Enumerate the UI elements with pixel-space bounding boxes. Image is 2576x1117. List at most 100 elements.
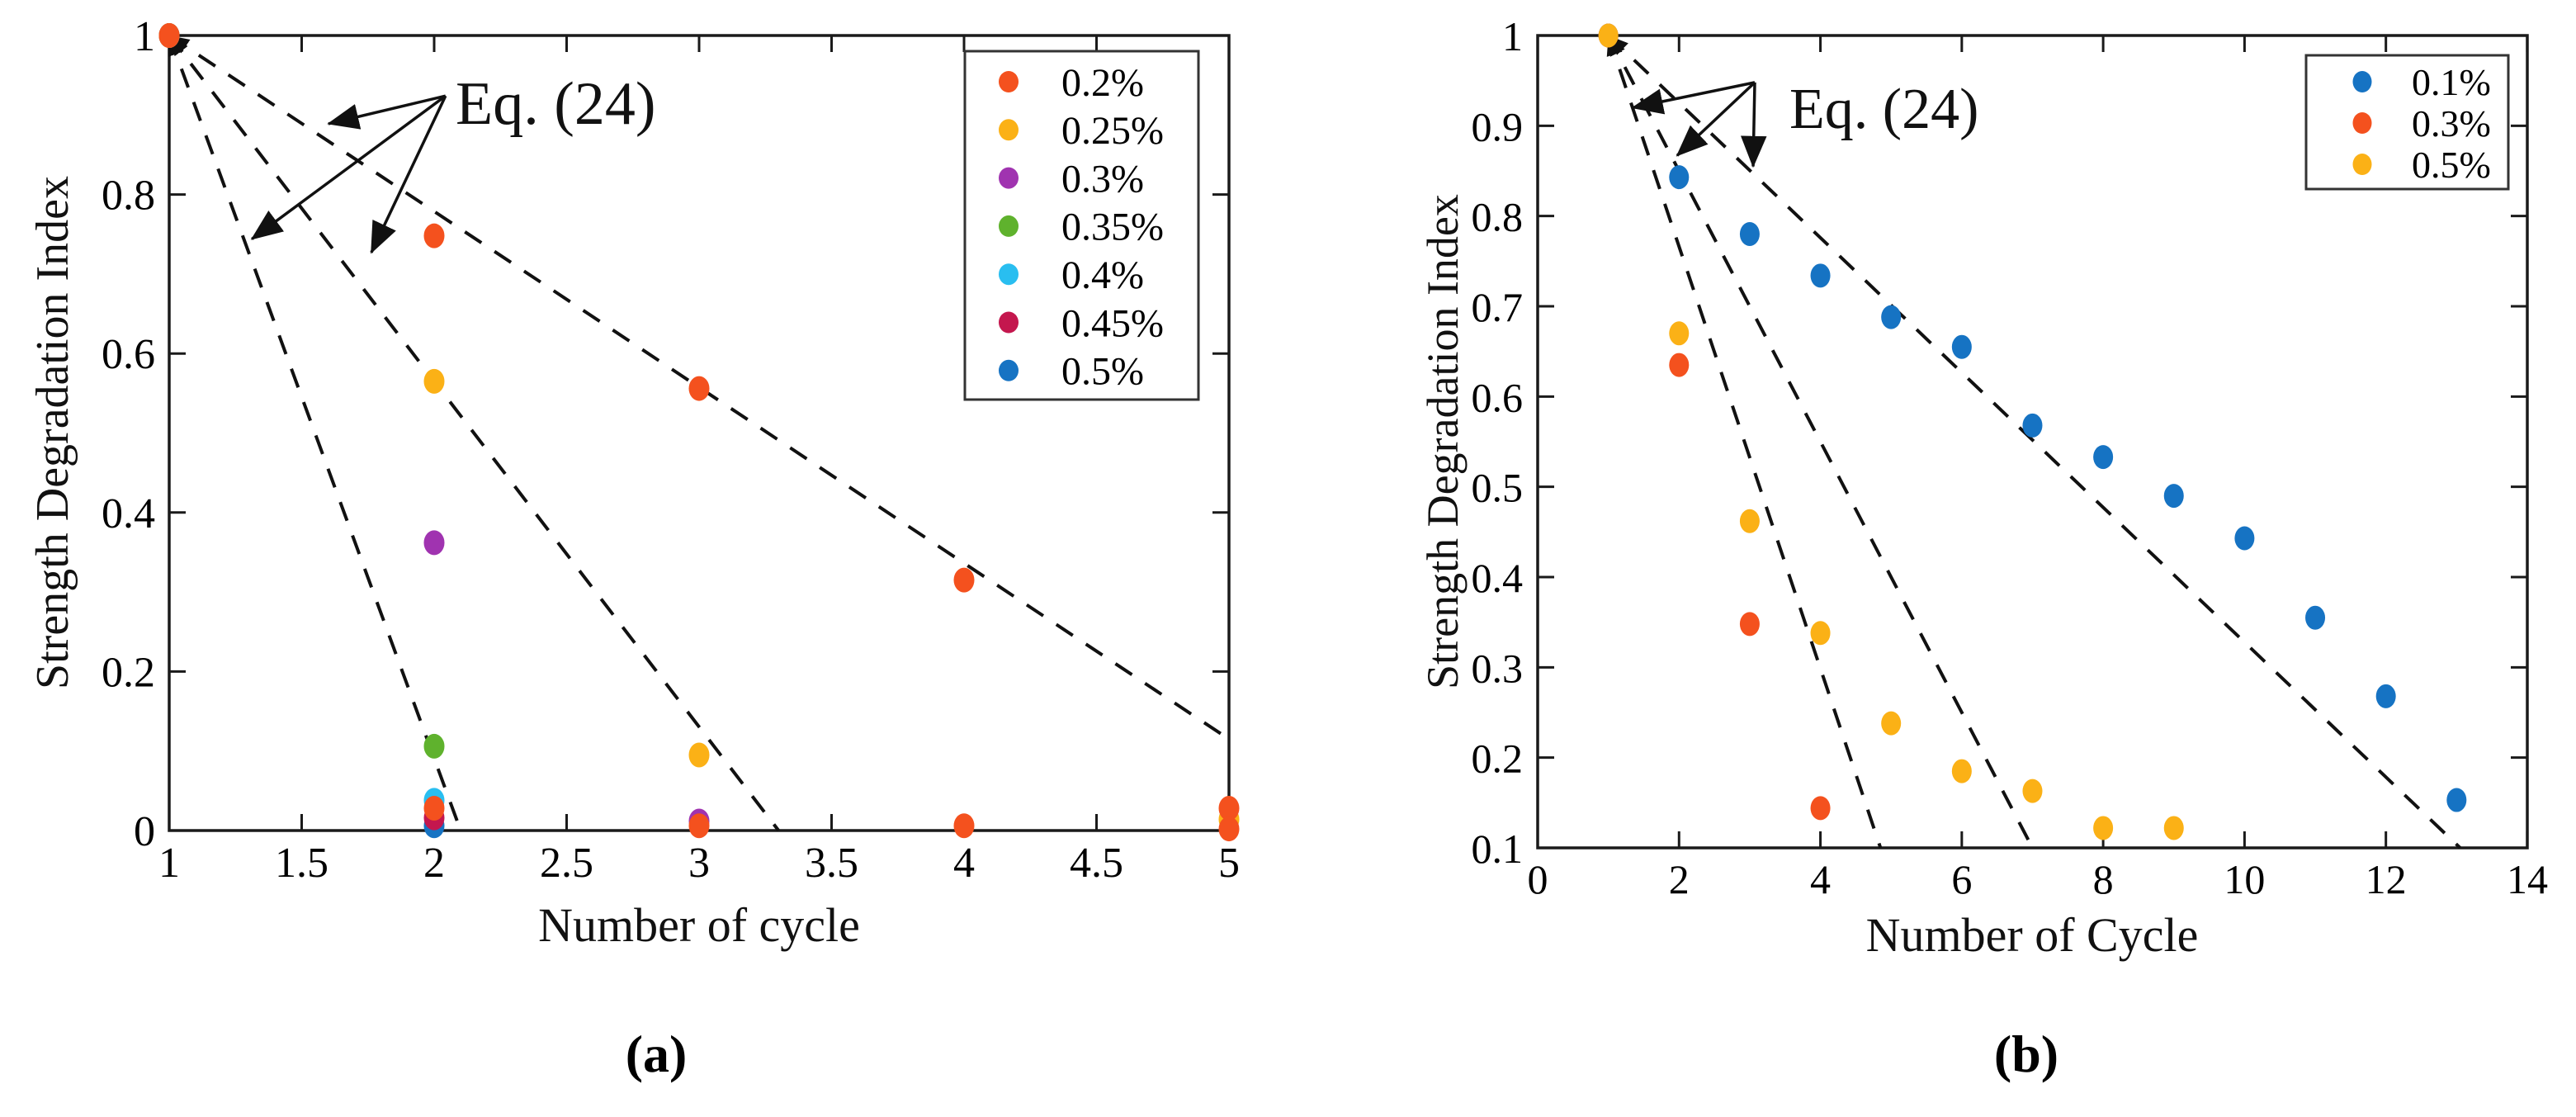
data-point [1951, 334, 1972, 359]
x-tick-label: 1.5 [275, 840, 328, 887]
x-tick-label: 2 [1669, 856, 1690, 902]
plot-a-yaxis-label: Strength Degradation Index [27, 176, 78, 689]
data-point-terminal [953, 813, 975, 839]
y-tick-label: 0.8 [102, 173, 155, 220]
fit-line-dashed [1607, 34, 2461, 850]
data-point-terminal [1218, 816, 1240, 842]
data-point [1669, 353, 1690, 377]
data-point [688, 376, 710, 401]
data-point-terminal [423, 796, 445, 821]
fit-line-dashed [1606, 35, 2035, 849]
plot-b-caption: (b) [1994, 1025, 2058, 1083]
legend-swatch [2352, 154, 2372, 175]
data-point-terminal [688, 813, 710, 839]
y-tick-label: 0.6 [1472, 374, 1524, 420]
x-tick-label: 6 [1951, 856, 1972, 902]
data-point [1669, 165, 1690, 190]
x-tick-label: 2 [423, 840, 445, 887]
annotation-arrow [1740, 82, 1767, 168]
plot-a-xaxis-label: Number of cycle [538, 898, 860, 952]
y-tick-label: 0.9 [1472, 103, 1524, 149]
data-point [953, 567, 975, 593]
data-point [423, 733, 445, 759]
legend-box [2304, 54, 2510, 191]
y-tick-label: 1 [134, 13, 155, 60]
data-point [2093, 445, 2114, 470]
annotation-arrow [370, 95, 447, 254]
plot-b-xaxis-label: Number of Cycle [1866, 908, 2199, 962]
x-tick-label: 10 [2224, 856, 2265, 902]
data-point [1598, 23, 1619, 48]
data-point [1810, 621, 1831, 646]
y-tick-label: 0.4 [1472, 555, 1524, 601]
plot-a-annotation: Eq. (24) [456, 70, 656, 138]
y-tick-label: 0.3 [1472, 645, 1524, 691]
x-tick-label: 3 [688, 840, 710, 887]
legend-label: 0.35% [1061, 206, 1164, 249]
data-point [1881, 305, 1902, 329]
y-tick-label: 0.5 [1472, 465, 1524, 511]
y-tick-label: 0.6 [102, 331, 155, 378]
data-point [2305, 605, 2326, 630]
plot-a: 1 1.5 2 2.5 3 3.5 4 4.5 5 0 0.2 0.4 0.6 0.8 1 0.2%0.25%… [102, 13, 1240, 887]
legend-swatch [999, 311, 1019, 334]
annotation-arrow [250, 94, 447, 240]
fit-line-dashed [1606, 35, 1883, 849]
legend-label: 0.1% [2412, 61, 2491, 103]
y-tick-label: 0 [134, 808, 155, 855]
data-point [2022, 413, 2043, 438]
plot-a-caption: (a) [626, 1025, 688, 1083]
legend-label: 0.45% [1061, 301, 1164, 345]
legend-swatch [999, 215, 1019, 237]
plot-b-annotation: Eq. (24) [1789, 78, 1978, 141]
legend-label: 0.5% [2412, 144, 2491, 186]
y-tick-label: 0.2 [1472, 736, 1524, 782]
x-tick-label: 2.5 [540, 840, 593, 887]
x-tick-label: 4 [1810, 856, 1831, 902]
legend-swatch [2352, 112, 2372, 134]
legend-label: 0.2% [1061, 61, 1144, 105]
data-point [1739, 612, 1760, 637]
legend-label: 0.3% [1061, 157, 1144, 201]
legend-label: 0.3% [2412, 102, 2491, 144]
data-point [1739, 509, 1760, 533]
legend-label: 0.5% [1061, 350, 1144, 394]
data-point [688, 742, 710, 768]
legend-label: 0.4% [1061, 253, 1144, 297]
data-point [158, 23, 180, 48]
data-point [2022, 779, 2043, 803]
data-point [2375, 684, 2396, 708]
legend-swatch [999, 359, 1019, 381]
y-tick-label: 0.4 [102, 490, 155, 537]
data-point [1218, 796, 1240, 821]
x-tick-label: 0 [1528, 856, 1548, 902]
data-point [2446, 788, 2467, 812]
legend-swatch [999, 263, 1019, 286]
legend-swatch [2352, 71, 2372, 92]
data-point [1669, 321, 1690, 346]
data-point [1810, 263, 1831, 288]
fit-line-dashed [168, 34, 780, 832]
data-point [423, 223, 445, 248]
annotation-arrow [327, 94, 447, 130]
legend-swatch [999, 167, 1019, 189]
y-tick-label: 0.7 [1472, 284, 1524, 330]
legend-swatch [999, 119, 1019, 141]
data-point [1739, 222, 1760, 247]
x-tick-label: 4.5 [1070, 840, 1123, 887]
data-point [423, 530, 445, 556]
data-point [423, 368, 445, 394]
x-tick-label: 3.5 [805, 840, 858, 887]
x-tick-label: 5 [1218, 840, 1240, 887]
annotation-arrow [1676, 81, 1756, 157]
data-point [2163, 484, 2184, 509]
plot-border [1536, 34, 2529, 850]
plot-b-yaxis-label: Strength Degradation Index [1418, 194, 1468, 689]
data-point [1951, 759, 1972, 783]
x-tick-label: 4 [953, 840, 975, 887]
data-point [2093, 816, 2114, 840]
data-point [2163, 816, 2184, 840]
y-tick-label: 0.1 [1472, 826, 1524, 872]
